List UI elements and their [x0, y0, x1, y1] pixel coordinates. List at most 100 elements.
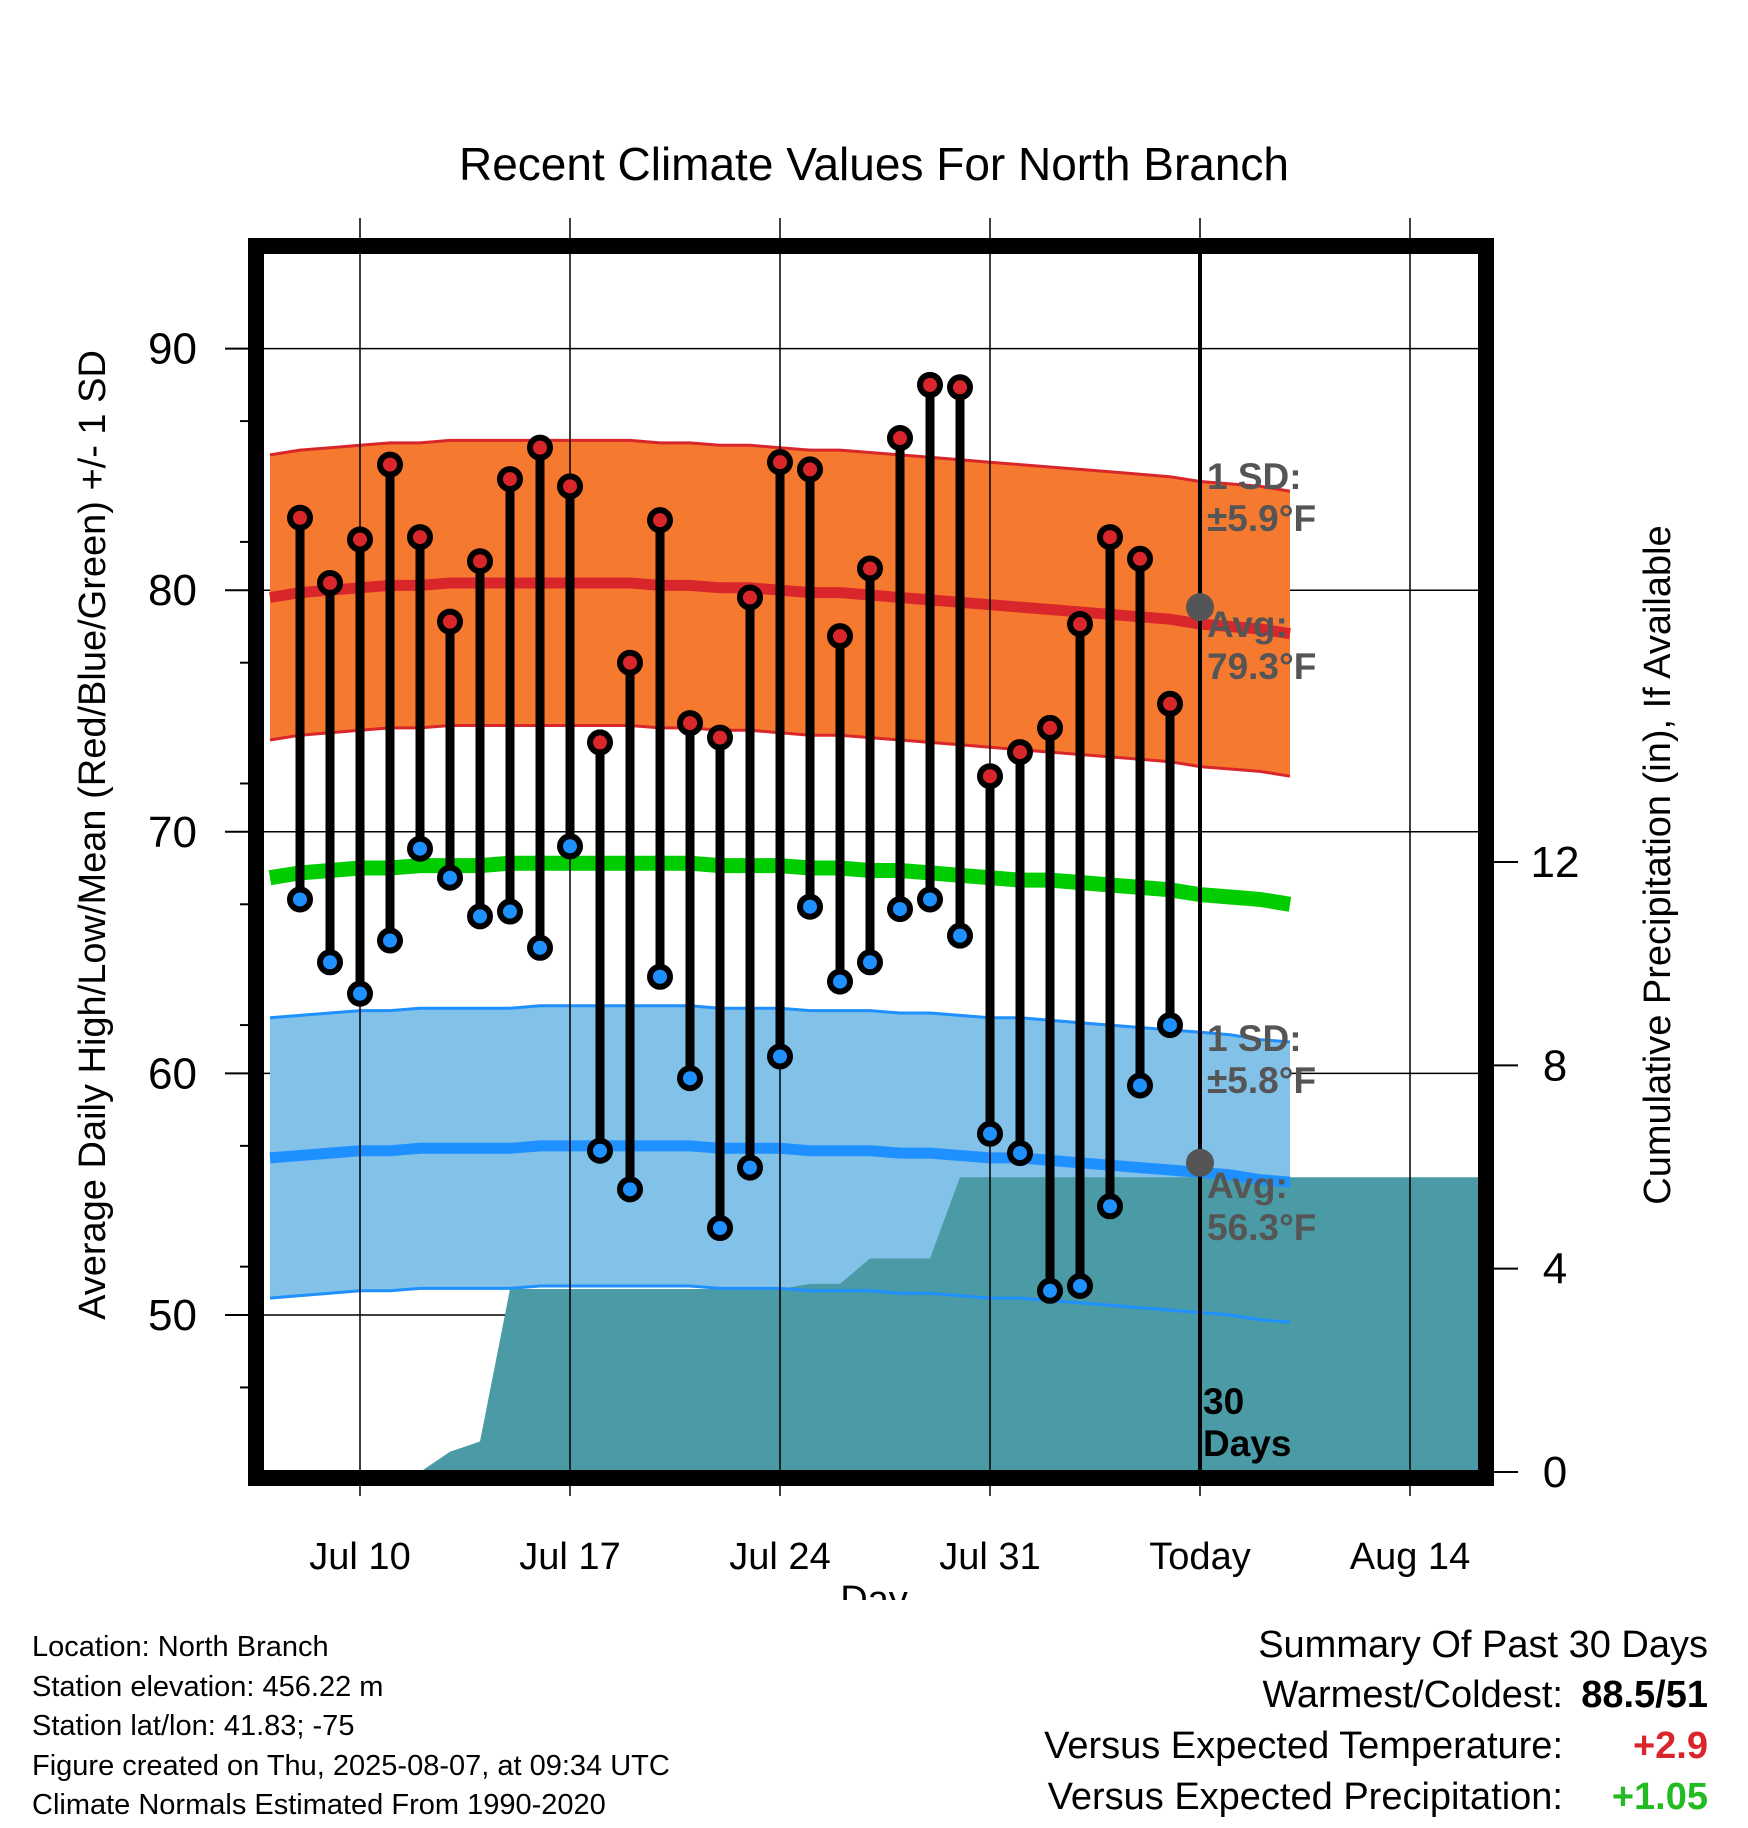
- low-point-17: [797, 893, 823, 920]
- high-sd-annotation-line-1: ±5.9°F: [1207, 498, 1316, 539]
- summary-title: Summary Of Past 30 Days: [1258, 1624, 1708, 1666]
- low-point-18: [827, 968, 853, 995]
- low-point-1: [317, 949, 343, 976]
- high-point-2: [347, 526, 373, 553]
- low-point-26: [1067, 1272, 1093, 1299]
- temp-anomaly-value: +2.9: [1632, 1725, 1708, 1767]
- y-tick-label-50: 50: [148, 1291, 197, 1340]
- location-text: Location: North Branch: [32, 1631, 329, 1663]
- low-point-15: [737, 1154, 763, 1181]
- low-point-9: [557, 833, 583, 860]
- low-point-28: [1127, 1072, 1153, 1099]
- low-avg-annotation: Avg: 56.3°F: [1207, 1165, 1316, 1248]
- low-point-3: [377, 927, 403, 954]
- y-axis-label: Average Daily High/Low/Mean (Red/Blue/Gr…: [72, 350, 114, 1320]
- summary-panel: Summary Of Past 30 Days Warmest/Coldest:…: [1044, 1620, 1708, 1823]
- low-point-24: [1007, 1140, 1033, 1167]
- high-point-18: [827, 623, 853, 650]
- y2-axis-label: Cumulative Precipitation (in), If Availa…: [1637, 525, 1679, 1204]
- x-tick-label-2: Jul 24: [729, 1536, 830, 1578]
- high-point-22: [947, 374, 973, 401]
- x-tick-label-4: Today: [1149, 1536, 1250, 1578]
- high-point-7: [497, 466, 523, 493]
- summary-temp: Versus Expected Temperature: +2.9: [1044, 1721, 1708, 1772]
- plot-frame: [248, 238, 1494, 1486]
- high-sd-annotation-line-0: 1 SD:: [1207, 456, 1302, 497]
- window-annotation-line-0: 30: [1203, 1381, 1244, 1422]
- window-annotation: 30 Days: [1203, 1381, 1291, 1464]
- high-point-14: [707, 724, 733, 751]
- low-avg-annotation-line-1: 56.3°F: [1207, 1207, 1316, 1248]
- high-point-13: [677, 710, 703, 737]
- high-point-5: [437, 608, 463, 635]
- low-sd-annotation-line-0: 1 SD:: [1207, 1018, 1302, 1059]
- high-point-11: [617, 649, 643, 676]
- high-point-29: [1157, 690, 1183, 717]
- y2-tick-label-8: 8: [1543, 1041, 1567, 1090]
- low-point-7: [497, 898, 523, 925]
- warmest-coldest-label: Warmest/Coldest:: [1262, 1674, 1563, 1716]
- high-sd-annotation: 1 SD: ±5.9°F: [1207, 456, 1316, 539]
- precip-area: [300, 1177, 1480, 1472]
- x-tick-label-0: Jul 10: [309, 1536, 410, 1578]
- low-sd-annotation: 1 SD: ±5.8°F: [1207, 1018, 1316, 1101]
- low-point-14: [707, 1215, 733, 1241]
- high-point-8: [527, 434, 553, 461]
- low-point-12: [647, 963, 673, 990]
- low-point-21: [917, 886, 943, 913]
- high-point-24: [1007, 739, 1033, 766]
- y2-tick-label-12: 12: [1531, 838, 1580, 887]
- low-point-20: [887, 896, 913, 923]
- high-point-28: [1127, 545, 1153, 572]
- elevation-text: Station elevation: 456.22 m: [32, 1670, 384, 1703]
- high-avg-annotation-line-1: 79.3°F: [1207, 646, 1316, 687]
- temp-anomaly-label: Versus Expected Temperature:: [1044, 1725, 1563, 1767]
- low-point-10: [587, 1137, 613, 1164]
- high-point-12: [647, 507, 673, 534]
- y2-tick-label-0: 0: [1543, 1448, 1567, 1497]
- summary-precip: Versus Expected Precipitation: +1.05: [1044, 1772, 1708, 1823]
- high-point-21: [917, 371, 943, 398]
- low-point-16: [767, 1043, 793, 1070]
- low-point-5: [437, 864, 463, 891]
- high-point-0: [287, 504, 313, 531]
- low-point-13: [677, 1065, 703, 1092]
- low-sd-annotation-line-1: ±5.8°F: [1207, 1060, 1316, 1101]
- today-high-avg-marker: [1186, 593, 1214, 622]
- high-avg-annotation: Avg: 79.3°F: [1207, 604, 1316, 687]
- warmest-coldest-value: 88.5/51: [1581, 1674, 1708, 1716]
- y2-tick-label-4: 4: [1543, 1245, 1567, 1294]
- high-point-15: [737, 584, 763, 611]
- low-point-6: [467, 903, 493, 930]
- low-avg-annotation-line-0: Avg:: [1207, 1165, 1288, 1206]
- x-axis-label: Day: [840, 1579, 908, 1600]
- high-point-27: [1097, 524, 1123, 551]
- x-tick-label-5: Aug 14: [1350, 1536, 1470, 1578]
- high-point-9: [557, 473, 583, 500]
- y-tick-label-60: 60: [148, 1049, 197, 1098]
- y-tick-label-80: 80: [148, 566, 197, 615]
- summary-warmest-coldest: Warmest/Coldest: 88.5/51: [1044, 1670, 1708, 1721]
- x-tick-label-1: Jul 17: [519, 1536, 620, 1578]
- low-point-0: [287, 886, 313, 913]
- low-point-29: [1157, 1012, 1183, 1039]
- y-tick-label-90: 90: [148, 325, 197, 374]
- station-info: Location: North Branch Station elevation…: [32, 1628, 670, 1826]
- high-point-1: [317, 569, 343, 596]
- chart-title: Recent Climate Values For North Branch: [459, 138, 1289, 190]
- created-text: Figure created on Thu, 2025-08-07, at 09…: [32, 1749, 670, 1782]
- high-point-4: [407, 524, 433, 551]
- high-point-20: [887, 425, 913, 452]
- low-point-25: [1037, 1277, 1063, 1304]
- x-tick-label-3: Jul 31: [939, 1536, 1040, 1578]
- high-avg-annotation-line-0: Avg:: [1207, 604, 1288, 645]
- high-point-10: [587, 729, 613, 756]
- y-tick-label-70: 70: [148, 808, 197, 857]
- low-point-8: [527, 934, 553, 961]
- low-point-27: [1097, 1193, 1123, 1220]
- high-point-26: [1067, 611, 1093, 638]
- precip-anomaly-value: +1.05: [1611, 1776, 1708, 1818]
- high-point-25: [1037, 714, 1063, 741]
- low-point-2: [347, 980, 373, 1007]
